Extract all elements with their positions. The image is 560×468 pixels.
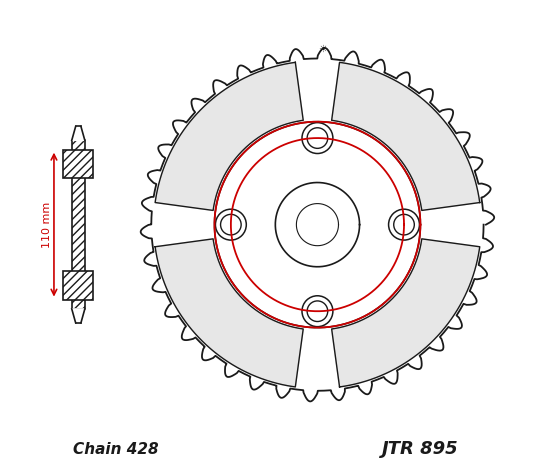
Polygon shape bbox=[214, 122, 421, 328]
Circle shape bbox=[389, 209, 419, 240]
Polygon shape bbox=[155, 239, 303, 387]
Text: 8.5: 8.5 bbox=[334, 191, 352, 202]
Polygon shape bbox=[72, 309, 85, 323]
Polygon shape bbox=[141, 48, 494, 402]
Polygon shape bbox=[155, 62, 303, 211]
Circle shape bbox=[302, 296, 333, 327]
Circle shape bbox=[221, 214, 241, 235]
Bar bbox=[63, 271, 94, 300]
Text: JTR 895: JTR 895 bbox=[382, 440, 459, 458]
Polygon shape bbox=[332, 239, 480, 387]
Bar bbox=[63, 271, 94, 300]
Bar bbox=[72, 140, 85, 309]
Circle shape bbox=[307, 301, 328, 322]
Polygon shape bbox=[276, 183, 360, 267]
Bar bbox=[63, 150, 94, 178]
Text: 110 mm: 110 mm bbox=[41, 202, 52, 248]
Text: 132 mm: 132 mm bbox=[259, 251, 311, 264]
Bar bbox=[63, 150, 94, 178]
Circle shape bbox=[394, 214, 414, 235]
Polygon shape bbox=[332, 62, 480, 211]
Polygon shape bbox=[72, 126, 85, 140]
Text: Chain 428: Chain 428 bbox=[73, 442, 159, 457]
Circle shape bbox=[302, 123, 333, 154]
Circle shape bbox=[307, 128, 328, 148]
FancyBboxPatch shape bbox=[72, 140, 85, 309]
Text: ☀: ☀ bbox=[318, 44, 326, 54]
Circle shape bbox=[216, 209, 246, 240]
